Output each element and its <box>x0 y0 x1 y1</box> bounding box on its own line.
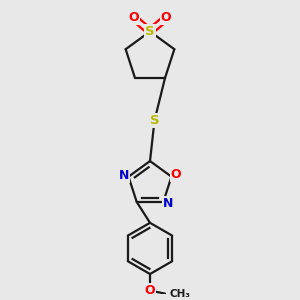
Text: O: O <box>128 11 139 25</box>
Text: O: O <box>161 11 172 25</box>
Text: O: O <box>145 284 155 297</box>
Text: CH₃: CH₃ <box>169 289 190 298</box>
Text: S: S <box>145 25 155 38</box>
Text: O: O <box>171 168 181 181</box>
Text: S: S <box>150 114 159 127</box>
Text: N: N <box>163 197 173 210</box>
Text: N: N <box>119 169 129 182</box>
